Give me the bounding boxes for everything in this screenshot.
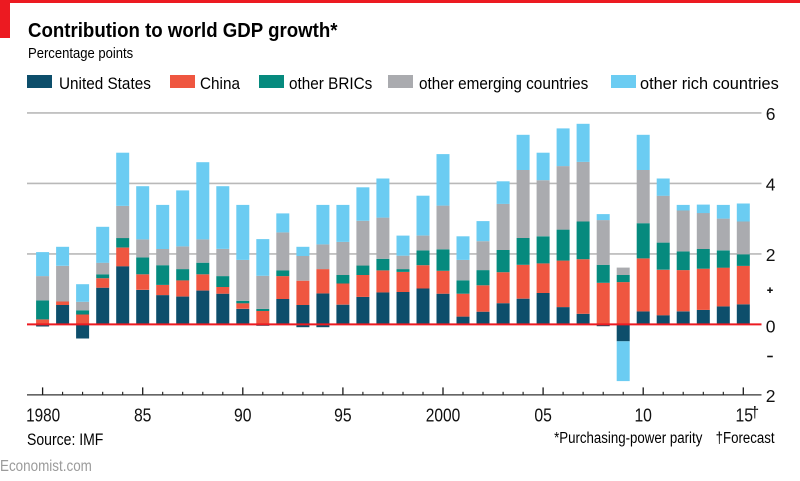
- svg-text:2: 2: [766, 386, 776, 406]
- svg-text:90: 90: [234, 405, 252, 425]
- svg-text:15: 15: [736, 405, 754, 425]
- svg-text:6: 6: [766, 104, 776, 124]
- svg-text:95: 95: [334, 405, 352, 425]
- svg-text:10: 10: [634, 405, 652, 425]
- svg-text:4: 4: [766, 175, 776, 195]
- svg-text:2: 2: [766, 245, 776, 265]
- svg-text:85: 85: [134, 405, 152, 425]
- svg-text:0: 0: [766, 317, 776, 337]
- svg-text:2000: 2000: [426, 405, 461, 425]
- svg-text:†: †: [750, 405, 759, 422]
- svg-text:1980: 1980: [26, 405, 60, 425]
- svg-text:05: 05: [534, 405, 552, 425]
